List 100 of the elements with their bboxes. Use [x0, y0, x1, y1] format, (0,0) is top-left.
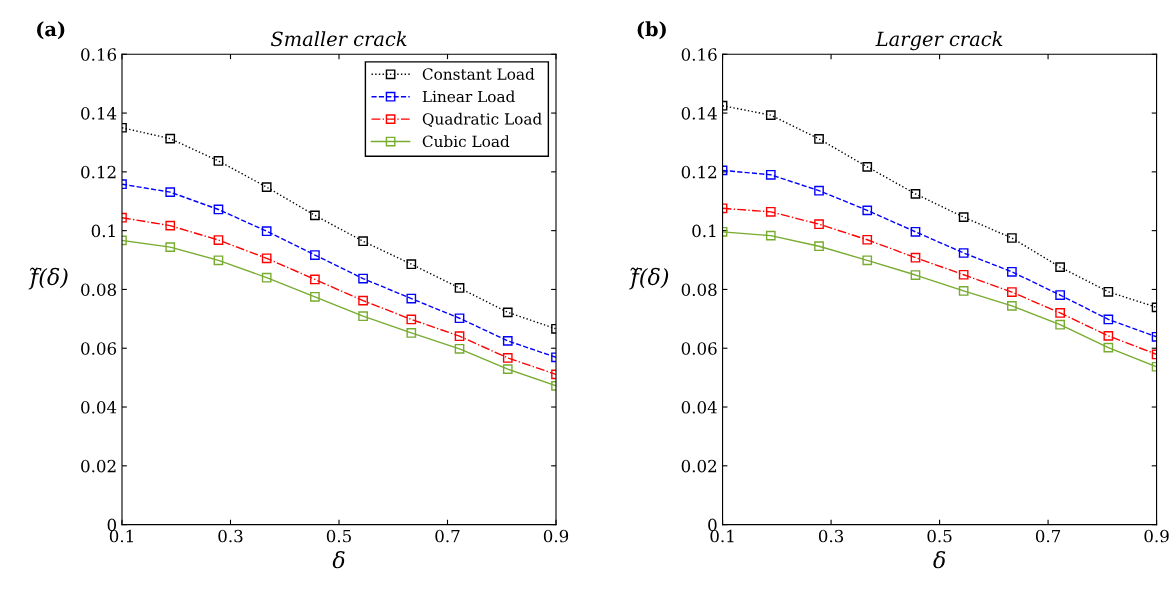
point — [1103, 331, 1114, 341]
point — [1007, 233, 1017, 243]
point — [910, 226, 921, 237]
point — [1055, 290, 1065, 300]
point — [862, 255, 873, 266]
point — [1103, 314, 1114, 325]
x-tick-label: 0.9 — [1144, 529, 1169, 543]
x-tick-label: 0.7 — [435, 529, 460, 543]
point — [310, 274, 320, 285]
x-axis-title: δ — [332, 551, 345, 569]
point — [910, 270, 921, 280]
point — [406, 314, 417, 325]
point — [406, 259, 417, 270]
point — [814, 241, 824, 252]
point — [454, 343, 465, 354]
y-tick-label: 0.06 — [681, 342, 717, 355]
legend-label: Quadratic Load — [422, 112, 542, 127]
point — [261, 226, 272, 237]
point — [213, 204, 224, 215]
y-tick-label: 0.06 — [81, 342, 117, 355]
chart-title: Smaller crack — [270, 31, 407, 47]
x-tick-label: 0.5 — [927, 529, 952, 543]
point — [502, 364, 513, 374]
point — [862, 205, 873, 216]
y-tick-label: 0.1 — [91, 224, 115, 238]
point — [310, 250, 320, 260]
point — [165, 187, 176, 198]
x-tick-label: 0.9 — [543, 529, 569, 543]
point — [454, 313, 465, 324]
point — [958, 212, 969, 222]
point — [502, 336, 513, 346]
point — [958, 269, 969, 280]
x-tick-label: 0.3 — [218, 529, 243, 543]
point — [1007, 287, 1017, 297]
point — [165, 220, 176, 231]
y-tick-label: 0.14 — [681, 107, 717, 120]
x-tick-label: 0.5 — [326, 529, 351, 543]
text: (a) — [37, 21, 65, 40]
y-tick-label: 0.16 — [81, 48, 117, 61]
point — [1055, 319, 1065, 330]
point — [310, 210, 320, 221]
point — [765, 110, 776, 120]
point — [765, 169, 776, 180]
point — [765, 206, 776, 217]
point — [261, 182, 272, 193]
y-tick-label: 0.08 — [681, 283, 717, 297]
point — [165, 242, 176, 252]
point — [213, 156, 224, 166]
point — [1007, 301, 1017, 311]
legend-label: Linear Load — [422, 90, 515, 103]
y-tick-label: 0.02 — [81, 459, 116, 473]
point — [454, 283, 465, 293]
x-tick-label: 0.3 — [818, 529, 844, 543]
point — [958, 248, 969, 258]
point — [862, 161, 873, 172]
y-axis-title: f̃(δ) — [28, 267, 68, 290]
y-axis-title: f̃(δ) — [629, 267, 669, 290]
y-tick-label: 0.08 — [81, 283, 117, 297]
chart-title: Larger crack — [875, 31, 1003, 51]
point — [358, 236, 368, 247]
point — [165, 133, 176, 144]
point — [814, 219, 824, 230]
point — [862, 234, 873, 245]
point — [261, 272, 272, 283]
point — [1103, 286, 1114, 297]
point — [310, 291, 320, 302]
y-tick-label: 0.04 — [681, 400, 717, 414]
legend-label: Constant Load — [422, 68, 535, 80]
y-tick-label: 0.04 — [81, 400, 117, 414]
point — [454, 331, 465, 342]
point — [406, 293, 417, 304]
point — [502, 307, 513, 318]
y-tick-label: 0.02 — [681, 459, 717, 473]
point — [910, 189, 921, 199]
point — [1055, 308, 1065, 318]
point — [213, 235, 224, 245]
x-tick-label: 0.7 — [1035, 529, 1061, 543]
y-tick-label: 0.1 — [692, 224, 716, 238]
point — [765, 230, 776, 241]
point — [814, 134, 824, 144]
point — [358, 295, 368, 306]
y-tick-label: 0.14 — [81, 107, 117, 120]
point — [213, 255, 224, 266]
x-axis-title: δ — [933, 551, 946, 569]
point — [958, 286, 969, 296]
y-tick-label: 0.12 — [681, 165, 717, 179]
point — [1103, 342, 1114, 353]
y-tick-label: 0.16 — [681, 48, 717, 61]
point — [502, 353, 513, 363]
point — [814, 185, 824, 196]
point — [358, 273, 368, 284]
point — [1007, 266, 1017, 277]
point — [406, 328, 417, 338]
point — [261, 253, 272, 264]
y-tick-label: 0.12 — [81, 165, 116, 179]
legend-label: Cubic Load — [422, 135, 510, 148]
point — [358, 311, 368, 322]
point — [1055, 262, 1065, 272]
point — [910, 252, 921, 263]
text: (b) — [637, 21, 666, 40]
